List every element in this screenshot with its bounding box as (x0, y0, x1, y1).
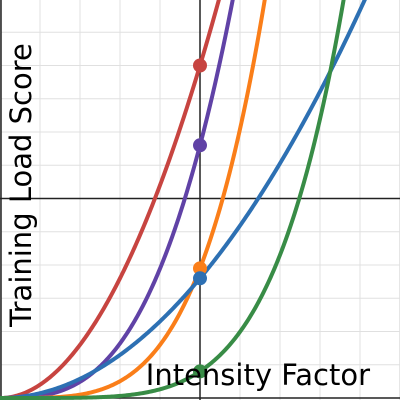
x-axis-label: Intensity Factor (146, 358, 370, 392)
series-marker-4 (193, 271, 207, 286)
series-line-4 (0, 0, 367, 400)
series-marker-2 (193, 138, 207, 153)
series-marker-1 (193, 58, 207, 73)
series-marker-3 (193, 261, 207, 276)
y-axis-label: Training Load Score (4, 43, 38, 328)
series-markers (193, 58, 207, 379)
series-lines (0, 0, 367, 400)
series-line-5 (0, 0, 346, 400)
series-marker-5 (193, 364, 207, 379)
series-line-1 (0, 0, 221, 400)
axis-labels: Intensity Factor Training Load Score (4, 43, 370, 392)
